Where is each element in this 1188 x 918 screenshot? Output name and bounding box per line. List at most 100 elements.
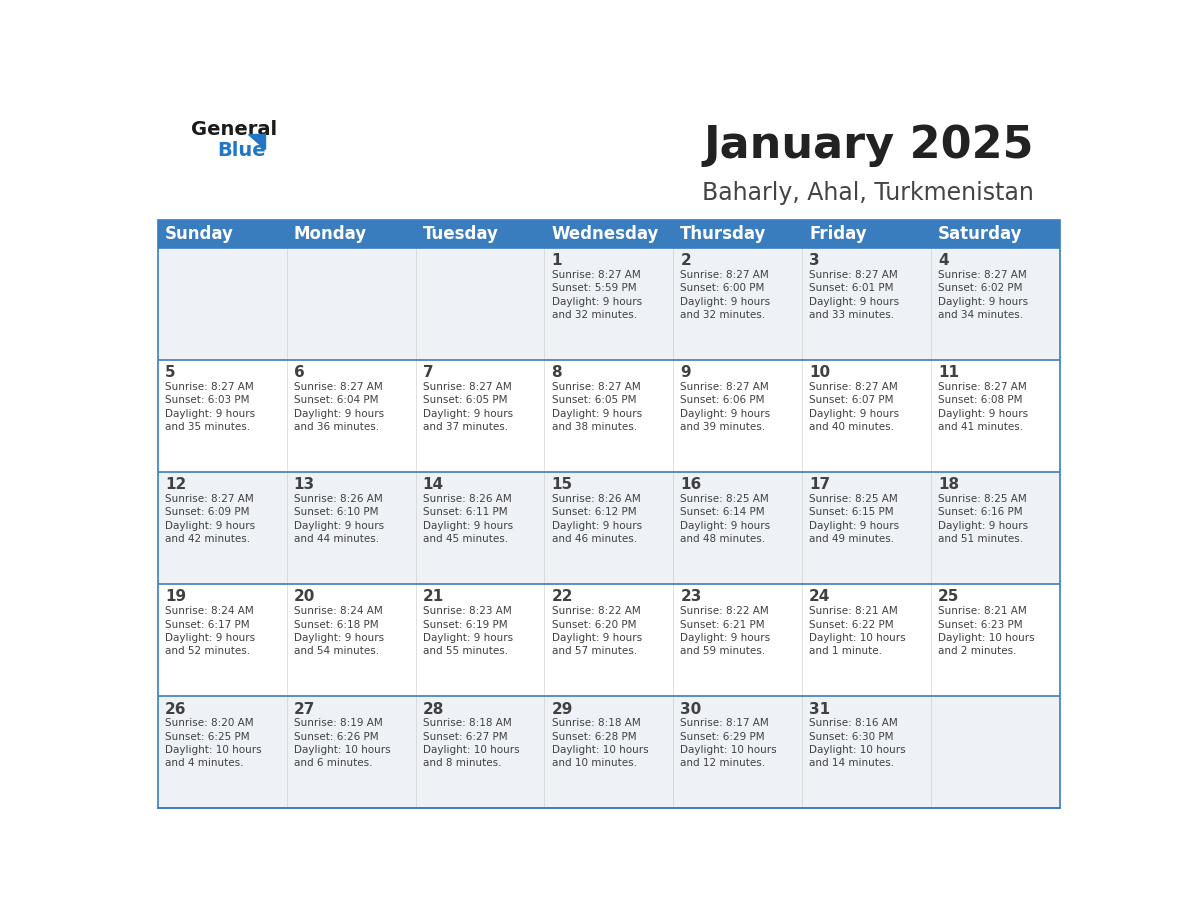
Text: Sunrise: 8:27 AM: Sunrise: 8:27 AM xyxy=(939,382,1026,392)
Text: Daylight: 9 hours: Daylight: 9 hours xyxy=(809,521,899,531)
Text: Sunrise: 8:22 AM: Sunrise: 8:22 AM xyxy=(681,606,769,616)
Bar xyxy=(158,248,1060,360)
Text: and 33 minutes.: and 33 minutes. xyxy=(809,310,895,320)
Text: Sunrise: 8:27 AM: Sunrise: 8:27 AM xyxy=(809,270,898,280)
Text: Daylight: 9 hours: Daylight: 9 hours xyxy=(681,297,771,307)
Text: Daylight: 9 hours: Daylight: 9 hours xyxy=(939,521,1029,531)
Text: and 51 minutes.: and 51 minutes. xyxy=(939,534,1023,544)
Text: Sunset: 6:05 PM: Sunset: 6:05 PM xyxy=(423,396,507,406)
Text: Wednesday: Wednesday xyxy=(551,225,659,242)
Text: Sunset: 6:19 PM: Sunset: 6:19 PM xyxy=(423,620,507,630)
Text: Sunset: 6:12 PM: Sunset: 6:12 PM xyxy=(551,508,636,518)
Text: Sunrise: 8:21 AM: Sunrise: 8:21 AM xyxy=(809,606,898,616)
Text: January 2025: January 2025 xyxy=(703,124,1035,167)
Text: 7: 7 xyxy=(423,365,434,380)
Text: 28: 28 xyxy=(423,701,444,717)
Text: Sunrise: 8:25 AM: Sunrise: 8:25 AM xyxy=(681,494,769,504)
Text: Sunrise: 8:25 AM: Sunrise: 8:25 AM xyxy=(809,494,898,504)
Text: and 52 minutes.: and 52 minutes. xyxy=(165,646,249,656)
Text: Sunset: 6:15 PM: Sunset: 6:15 PM xyxy=(809,508,893,518)
Text: Daylight: 9 hours: Daylight: 9 hours xyxy=(293,521,384,531)
Text: Sunrise: 8:27 AM: Sunrise: 8:27 AM xyxy=(423,382,511,392)
Text: 15: 15 xyxy=(551,477,573,492)
Text: 4: 4 xyxy=(939,253,949,268)
Text: Tuesday: Tuesday xyxy=(423,225,499,242)
Text: Sunset: 6:10 PM: Sunset: 6:10 PM xyxy=(293,508,378,518)
Text: 11: 11 xyxy=(939,365,959,380)
Text: Sunset: 6:06 PM: Sunset: 6:06 PM xyxy=(681,396,765,406)
Text: Thursday: Thursday xyxy=(681,225,766,242)
Bar xyxy=(802,219,931,248)
Text: and 2 minutes.: and 2 minutes. xyxy=(939,646,1017,656)
Text: Daylight: 10 hours: Daylight: 10 hours xyxy=(165,745,261,755)
Text: Sunrise: 8:27 AM: Sunrise: 8:27 AM xyxy=(681,270,769,280)
Text: Daylight: 9 hours: Daylight: 9 hours xyxy=(551,633,642,643)
Text: and 34 minutes.: and 34 minutes. xyxy=(939,310,1023,320)
Text: 21: 21 xyxy=(423,589,444,604)
Text: and 55 minutes.: and 55 minutes. xyxy=(423,646,507,656)
Text: and 6 minutes.: and 6 minutes. xyxy=(293,758,372,768)
Text: 17: 17 xyxy=(809,477,830,492)
Text: and 44 minutes.: and 44 minutes. xyxy=(293,534,379,544)
Text: Sunrise: 8:27 AM: Sunrise: 8:27 AM xyxy=(939,270,1026,280)
Text: Sunset: 6:27 PM: Sunset: 6:27 PM xyxy=(423,732,507,742)
Text: Blue: Blue xyxy=(217,141,266,161)
Text: Sunday: Sunday xyxy=(165,225,234,242)
Text: Sunrise: 8:19 AM: Sunrise: 8:19 AM xyxy=(293,718,383,728)
Text: Sunset: 6:05 PM: Sunset: 6:05 PM xyxy=(551,396,636,406)
Text: Monday: Monday xyxy=(293,225,367,242)
Text: 1: 1 xyxy=(551,253,562,268)
Bar xyxy=(544,219,674,248)
Text: 9: 9 xyxy=(681,365,691,380)
Text: Daylight: 9 hours: Daylight: 9 hours xyxy=(423,521,513,531)
Text: Sunset: 6:11 PM: Sunset: 6:11 PM xyxy=(423,508,507,518)
Text: Friday: Friday xyxy=(809,225,867,242)
Text: Sunrise: 8:27 AM: Sunrise: 8:27 AM xyxy=(293,382,383,392)
Text: 12: 12 xyxy=(165,477,187,492)
Text: 6: 6 xyxy=(293,365,304,380)
Text: Daylight: 9 hours: Daylight: 9 hours xyxy=(165,409,255,419)
Bar xyxy=(158,219,1060,808)
Text: Daylight: 9 hours: Daylight: 9 hours xyxy=(165,521,255,531)
Text: Sunrise: 8:24 AM: Sunrise: 8:24 AM xyxy=(293,606,383,616)
Text: 13: 13 xyxy=(293,477,315,492)
Bar xyxy=(158,219,286,248)
Text: Sunset: 6:09 PM: Sunset: 6:09 PM xyxy=(165,508,249,518)
Text: Daylight: 9 hours: Daylight: 9 hours xyxy=(293,409,384,419)
Text: Sunset: 6:30 PM: Sunset: 6:30 PM xyxy=(809,732,893,742)
Text: 30: 30 xyxy=(681,701,702,717)
Text: Sunrise: 8:23 AM: Sunrise: 8:23 AM xyxy=(423,606,511,616)
Text: Daylight: 9 hours: Daylight: 9 hours xyxy=(681,521,771,531)
Text: Sunset: 6:23 PM: Sunset: 6:23 PM xyxy=(939,620,1023,630)
Text: 8: 8 xyxy=(551,365,562,380)
Text: 23: 23 xyxy=(681,589,702,604)
Text: 14: 14 xyxy=(423,477,444,492)
Text: 31: 31 xyxy=(809,701,830,717)
Text: and 45 minutes.: and 45 minutes. xyxy=(423,534,507,544)
Text: 16: 16 xyxy=(681,477,702,492)
Text: Sunrise: 8:18 AM: Sunrise: 8:18 AM xyxy=(551,718,640,728)
Bar xyxy=(158,472,1060,584)
Text: Sunset: 6:02 PM: Sunset: 6:02 PM xyxy=(939,284,1023,294)
Text: Daylight: 9 hours: Daylight: 9 hours xyxy=(681,633,771,643)
Text: Sunset: 6:22 PM: Sunset: 6:22 PM xyxy=(809,620,893,630)
Bar xyxy=(158,584,1060,696)
Text: Daylight: 9 hours: Daylight: 9 hours xyxy=(165,633,255,643)
Text: Saturday: Saturday xyxy=(939,225,1023,242)
Text: Sunrise: 8:21 AM: Sunrise: 8:21 AM xyxy=(939,606,1026,616)
Text: Daylight: 9 hours: Daylight: 9 hours xyxy=(551,521,642,531)
Text: and 32 minutes.: and 32 minutes. xyxy=(681,310,765,320)
Text: Sunset: 6:03 PM: Sunset: 6:03 PM xyxy=(165,396,249,406)
Text: Daylight: 10 hours: Daylight: 10 hours xyxy=(293,745,391,755)
Text: and 39 minutes.: and 39 minutes. xyxy=(681,422,765,432)
Text: Sunrise: 8:26 AM: Sunrise: 8:26 AM xyxy=(423,494,511,504)
Bar xyxy=(674,219,802,248)
Text: and 42 minutes.: and 42 minutes. xyxy=(165,534,249,544)
Text: Sunrise: 8:27 AM: Sunrise: 8:27 AM xyxy=(551,382,640,392)
Text: and 41 minutes.: and 41 minutes. xyxy=(939,422,1023,432)
Text: Sunrise: 8:27 AM: Sunrise: 8:27 AM xyxy=(809,382,898,392)
Text: and 37 minutes.: and 37 minutes. xyxy=(423,422,507,432)
Text: Daylight: 9 hours: Daylight: 9 hours xyxy=(939,409,1029,419)
Text: Sunrise: 8:26 AM: Sunrise: 8:26 AM xyxy=(293,494,383,504)
Bar xyxy=(931,219,1060,248)
